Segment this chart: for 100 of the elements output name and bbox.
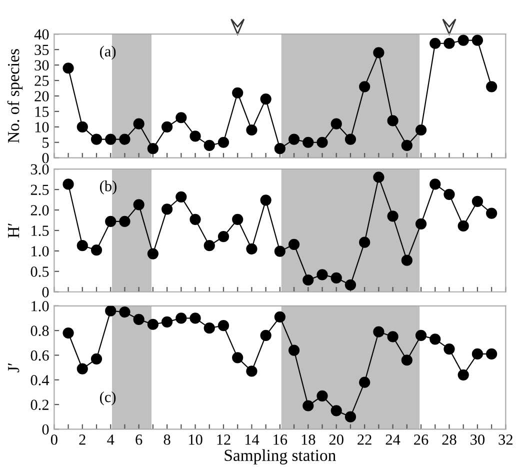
- y-tick-label: 1.5: [32, 226, 49, 236]
- y-tick-label: 1.0: [32, 301, 49, 312]
- point: [444, 38, 455, 49]
- point: [344, 134, 356, 145]
- point: [316, 269, 328, 280]
- point: [458, 369, 469, 380]
- point: [330, 118, 342, 130]
- annotation: (c): [100, 391, 116, 406]
- point: [90, 134, 102, 145]
- point: [105, 306, 116, 316]
- point: [76, 363, 88, 374]
- y-axis-title: J′: [8, 363, 20, 372]
- point: [373, 326, 384, 338]
- point: [218, 320, 230, 332]
- y-tick-label: 1.0: [32, 246, 49, 256]
- point: [274, 311, 286, 323]
- point: [105, 216, 116, 228]
- x-tick-label: 28: [442, 434, 456, 445]
- point: [260, 194, 272, 206]
- point: [288, 344, 300, 356]
- point: [330, 272, 342, 284]
- point: [430, 38, 441, 49]
- point: [316, 390, 328, 402]
- point: [430, 334, 441, 345]
- point: [274, 246, 286, 257]
- point: [387, 115, 398, 126]
- point: [218, 231, 230, 242]
- point: [415, 218, 427, 230]
- point: [330, 405, 342, 416]
- point: [119, 134, 130, 145]
- point: [190, 312, 201, 324]
- point: [458, 34, 469, 46]
- point: [133, 199, 144, 210]
- point: [401, 354, 412, 366]
- point: [359, 81, 370, 92]
- point: [119, 306, 130, 318]
- y-axis-title: No. of species: [7, 49, 23, 143]
- point: [204, 140, 215, 152]
- point: [90, 353, 102, 364]
- point: [62, 62, 74, 74]
- point: [387, 210, 398, 222]
- point: [486, 81, 498, 92]
- point: [260, 330, 272, 342]
- point: [62, 327, 74, 339]
- y-tick-label: 15: [35, 106, 49, 117]
- point: [218, 136, 230, 148]
- point: [162, 204, 173, 215]
- y-tick-label: 0: [42, 424, 49, 435]
- x-tick-label: 20: [329, 434, 344, 445]
- x-tick-label: 26: [414, 434, 428, 445]
- point: [232, 214, 244, 225]
- x-tick-label: 16: [274, 434, 288, 445]
- y-tick-label: 3.0: [30, 164, 49, 175]
- annotation: (a): [100, 46, 116, 60]
- point: [232, 352, 244, 364]
- point: [344, 411, 356, 422]
- x-tick-label: 8: [164, 434, 170, 445]
- y-tick-label: 0.4: [30, 375, 50, 386]
- y-tick-label: 0.6: [30, 350, 49, 361]
- x-tick-label: 2: [79, 434, 86, 445]
- point: [90, 244, 102, 256]
- point: [472, 196, 484, 207]
- x-tick-label: 30: [470, 434, 485, 445]
- point: [373, 47, 384, 58]
- y-tick-label: 10: [35, 122, 49, 132]
- point: [246, 124, 258, 136]
- y-tick-label: 2.5: [30, 184, 49, 196]
- point: [232, 87, 244, 98]
- point: [401, 140, 412, 152]
- point: [147, 318, 158, 330]
- point: [176, 312, 187, 324]
- point: [147, 143, 158, 154]
- point: [359, 236, 370, 248]
- point: [204, 322, 215, 334]
- point: [274, 143, 286, 154]
- x-axis-title: Sampling station: [224, 449, 336, 464]
- point: [373, 172, 384, 183]
- annotation: (b): [100, 180, 116, 194]
- y-tick-label: 5: [42, 138, 49, 148]
- point: [344, 279, 356, 290]
- point: [62, 178, 74, 190]
- point: [288, 134, 300, 145]
- y-tick-label: 0.2: [30, 400, 48, 410]
- x-tick-label: 0: [50, 434, 58, 445]
- point: [316, 136, 328, 148]
- point: [133, 314, 144, 326]
- point: [260, 94, 272, 105]
- point: [119, 216, 130, 228]
- point: [430, 178, 441, 190]
- y-tick-label: 0: [42, 152, 49, 164]
- y-tick-label: 35: [34, 44, 49, 56]
- x-tick-label: 32: [498, 434, 512, 445]
- point: [246, 366, 258, 377]
- point: [176, 191, 187, 202]
- y-tick-label: 25: [34, 76, 49, 86]
- point: [401, 254, 412, 266]
- y-tick-label: 2.0: [30, 205, 49, 216]
- point: [302, 274, 314, 286]
- x-tick-label: 14: [245, 434, 260, 445]
- point: [147, 248, 158, 260]
